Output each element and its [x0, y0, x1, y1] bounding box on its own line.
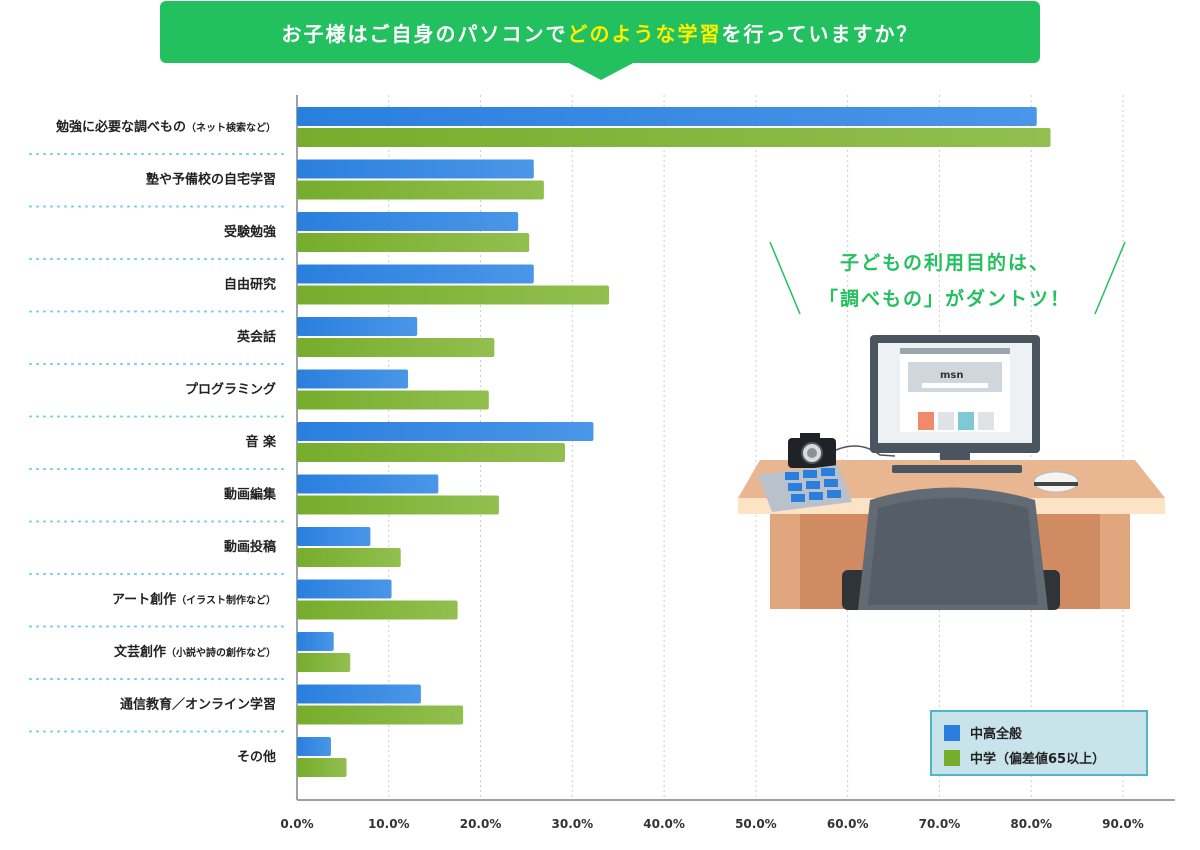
category-label-main-1: 塾や予備校の自宅学習 [146, 172, 276, 188]
x-tick-label-8: 80.0% [1010, 817, 1052, 831]
category-label-1: 塾や予備校の自宅学習 [146, 172, 276, 188]
title-pre: お子様はご自身のパソコンで [281, 21, 568, 46]
category-label-main-5: プログラミング [185, 382, 276, 398]
legend-label-series-1: 中高全般 [970, 727, 1023, 742]
keyboard [892, 465, 1022, 473]
category-label-main-9: アート創作 [112, 592, 176, 608]
bar-series1-1 [297, 159, 534, 179]
category-label-note-0: （ネット検索など） [186, 121, 276, 134]
bar-series2-9 [297, 600, 458, 620]
bar-series2-7 [297, 495, 499, 515]
category-label-main-3: 自由研究 [224, 277, 276, 293]
desk-computer-illustration: msn [738, 335, 1165, 610]
x-tick-label-0: 0.0% [280, 817, 313, 831]
chart-title-banner: お子様はご自身のパソコンで どのような学習 を行っていますか？ [160, 1, 1040, 63]
category-label-main-4: 英会話 [236, 329, 276, 345]
x-tick-label-7: 70.0% [919, 817, 961, 831]
bar-series1-9 [297, 579, 392, 599]
bar-series2-5 [297, 390, 489, 410]
callout-line-2: 「調べもの」がダントツ！ [818, 288, 1071, 310]
category-label-6: 音 楽 [245, 434, 277, 450]
bar-series1-0 [297, 107, 1037, 126]
category-label-0: 勉強に必要な調べもの（ネット検索など） [55, 119, 276, 135]
bar-series1-7 [297, 474, 439, 494]
callout-slash-1 [1094, 241, 1126, 315]
category-label-9: アート創作（イラスト制作など） [112, 592, 276, 608]
bar-series2-2 [297, 233, 530, 252]
category-label-main-10: 文芸創作 [114, 644, 166, 660]
x-tick-label-9: 90.0% [1102, 817, 1144, 831]
legend-label-series-2: 中学（偏差値65以上） [970, 752, 1106, 767]
category-label-12: その他 [237, 749, 276, 765]
category-label-main-8: 動画投稿 [224, 539, 276, 555]
category-label-8: 動画投稿 [224, 539, 276, 555]
category-label-4: 英会話 [236, 329, 276, 345]
bar-series2-1 [297, 180, 544, 200]
category-label-main-6: 音 楽 [245, 434, 277, 450]
x-tick-label-6: 60.0% [827, 817, 869, 831]
x-tick-label-5: 50.0% [735, 817, 777, 831]
bar-series1-5 [297, 369, 409, 389]
category-label-5: プログラミング [185, 382, 276, 398]
bar-series2-3 [297, 285, 610, 305]
x-tick-label-2: 20.0% [460, 817, 502, 831]
category-label-main-2: 受験勉強 [224, 224, 276, 240]
category-label-note-9: （イラスト制作など） [176, 594, 276, 607]
bar-series1-12 [297, 737, 331, 756]
bar-series1-6 [297, 422, 594, 441]
category-label-11: 通信教育／オンライン学習 [120, 697, 276, 713]
category-label-2: 受験勉強 [224, 224, 276, 240]
bar-series1-2 [297, 212, 519, 231]
bar-series2-10 [297, 653, 351, 672]
legend-swatch-series-1 [944, 724, 960, 741]
tablet [758, 465, 852, 512]
bar-series2-8 [297, 548, 401, 567]
bar-series2-4 [297, 338, 495, 357]
legend-swatch-series-2 [944, 749, 960, 766]
category-label-10: 文芸創作（小説や詩の創作など） [114, 644, 276, 660]
callout-text: 子どもの利用目的は、 「調べもの」がダントツ！ [780, 245, 1110, 317]
category-label-7: 動画編集 [224, 487, 277, 503]
x-tick-label-3: 30.0% [552, 817, 594, 831]
title-highlight: どのような学習 [567, 21, 722, 46]
bar-series2-12 [297, 758, 347, 777]
title-post: を行っていますか？ [721, 21, 919, 46]
banner-pointer [567, 62, 635, 80]
callout-line-1: 子どもの利用目的は、 [839, 252, 1050, 274]
bar-series1-3 [297, 264, 534, 284]
category-label-main-11: 通信教育／オンライン学習 [120, 697, 276, 713]
screen-logo: msn [940, 370, 964, 381]
bar-series1-4 [297, 317, 418, 336]
chart-legend: 中高全般 中学（偏差値65以上） [930, 710, 1148, 776]
x-tick-label-4: 40.0% [643, 817, 685, 831]
x-tick-label-1: 10.0% [368, 817, 410, 831]
bar-series1-11 [297, 684, 421, 704]
category-label-3: 自由研究 [224, 277, 276, 293]
legend-item-series-1: 中高全般 [944, 720, 1134, 745]
callout-slash-0 [769, 241, 801, 315]
category-label-main-0: 勉強に必要な調べもの [55, 119, 186, 135]
bar-series1-8 [297, 527, 371, 546]
bar-series2-11 [297, 705, 464, 725]
category-label-note-10: （小説や詩の創作など） [166, 646, 276, 659]
bar-series2-0 [297, 128, 1051, 147]
category-label-main-12: その他 [237, 749, 276, 765]
bar-series2-6 [297, 443, 565, 462]
bar-series1-10 [297, 632, 334, 651]
legend-item-series-2: 中学（偏差値65以上） [944, 745, 1134, 770]
category-label-main-7: 動画編集 [224, 487, 277, 503]
